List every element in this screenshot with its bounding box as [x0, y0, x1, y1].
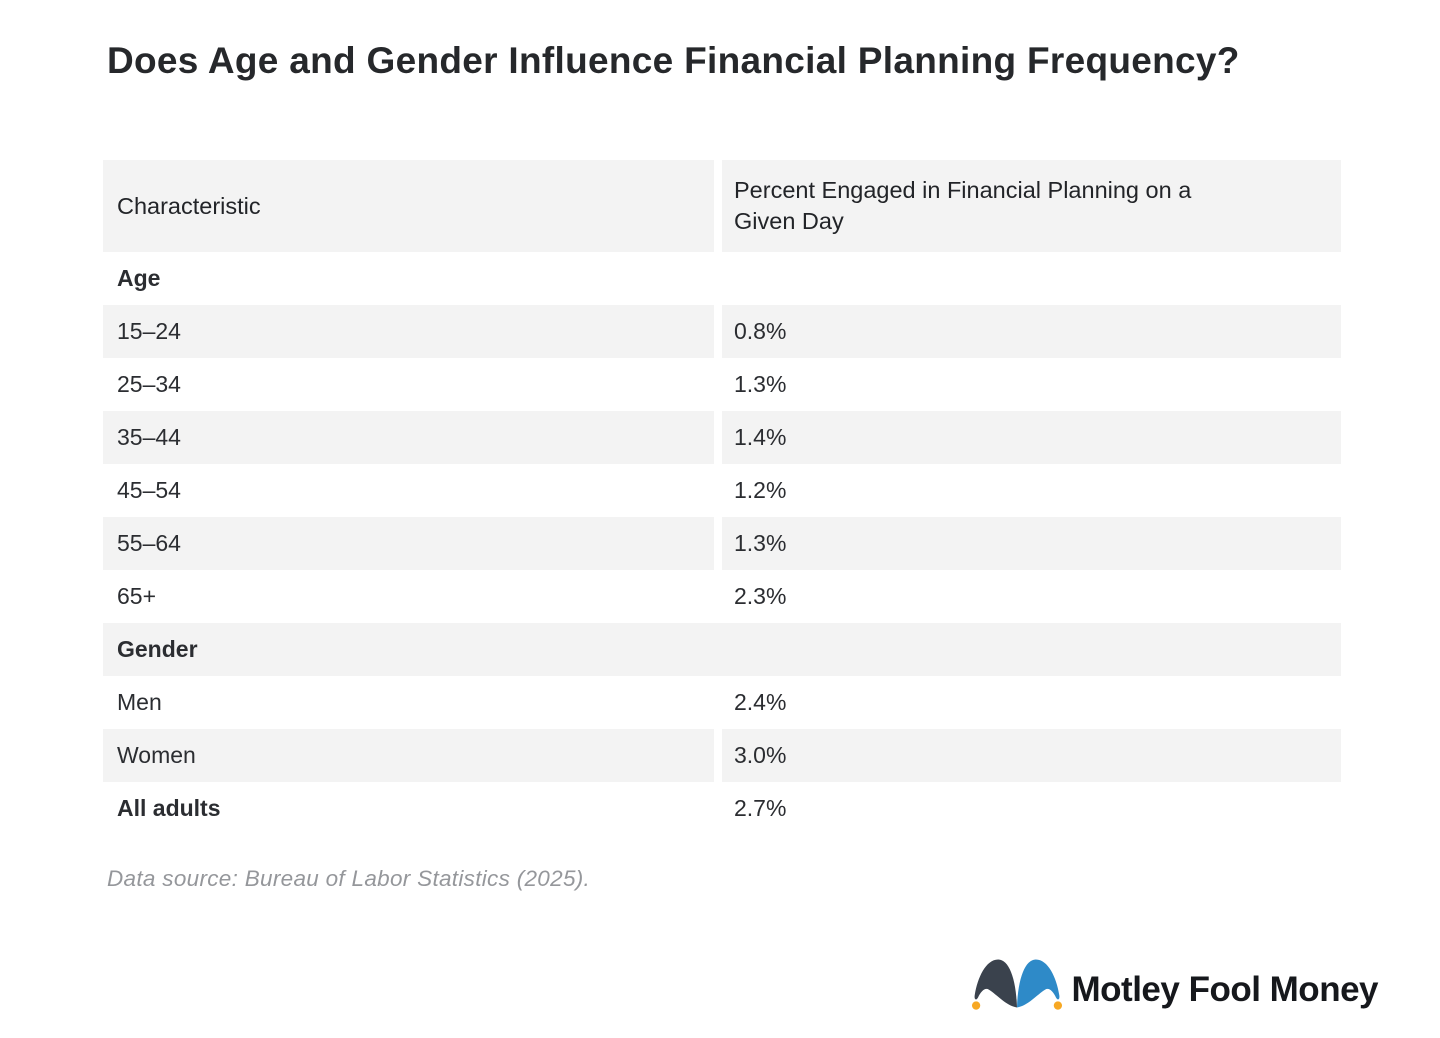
section-row: Age [103, 252, 1341, 305]
row-value: 1.2% [722, 464, 1341, 517]
row-label: 55–64 [103, 517, 714, 570]
column-header-characteristic: Characteristic [103, 160, 714, 252]
row-label: 65+ [103, 570, 714, 623]
table-row: 65+ 2.3% [103, 570, 1341, 623]
column-header-percent: Percent Engaged in Financial Planning on… [734, 177, 1192, 234]
row-value: 2.4% [722, 676, 1341, 729]
row-value: 2.3% [722, 570, 1341, 623]
page-title: Does Age and Gender Influence Financial … [107, 40, 1240, 81]
table-row: 35–44 1.4% [103, 411, 1341, 464]
row-value: 1.4% [722, 411, 1341, 464]
section-label: Age [103, 252, 1341, 305]
row-value: 0.8% [722, 305, 1341, 358]
row-label: 15–24 [103, 305, 714, 358]
row-label: 35–44 [103, 411, 714, 464]
row-label: 45–54 [103, 464, 714, 517]
table-header-row: Characteristic Percent Engaged in Financ… [103, 160, 1341, 252]
source-note: Data source: Bureau of Labor Statistics … [107, 866, 591, 891]
row-value: 1.3% [722, 517, 1341, 570]
table-row: All adults 2.7% [103, 782, 1341, 835]
row-value: 1.3% [722, 358, 1341, 411]
row-value: 3.0% [722, 729, 1341, 782]
row-value: 2.7% [722, 782, 1341, 835]
table-body: Age 15–24 0.8% 25–34 1.3% 35–44 1.4% 45–54 1.2% 5… [103, 252, 1341, 835]
table-row: 25–34 1.3% [103, 358, 1341, 411]
row-label: All adults [103, 782, 714, 835]
section-row: Gender [103, 623, 1341, 676]
section-label: Gender [103, 623, 1341, 676]
table-row: Women 3.0% [103, 729, 1341, 782]
brand-logo: Motley Fool Money [970, 950, 1379, 1016]
jester-hat-icon [971, 959, 1062, 1010]
row-label: 25–34 [103, 358, 714, 411]
table-row: 15–24 0.8% [103, 305, 1341, 358]
table-row: Men 2.4% [103, 676, 1341, 729]
column-header-percent-cell: Percent Engaged in Financial Planning on… [722, 160, 1341, 252]
table-row: 45–54 1.2% [103, 464, 1341, 517]
row-label: Women [103, 729, 714, 782]
row-label: Men [103, 676, 714, 729]
data-table: Characteristic Percent Engaged in Financ… [103, 160, 1341, 835]
table-row: 55–64 1.3% [103, 517, 1341, 570]
brand-name: Motley Fool Money [1071, 970, 1379, 1009]
